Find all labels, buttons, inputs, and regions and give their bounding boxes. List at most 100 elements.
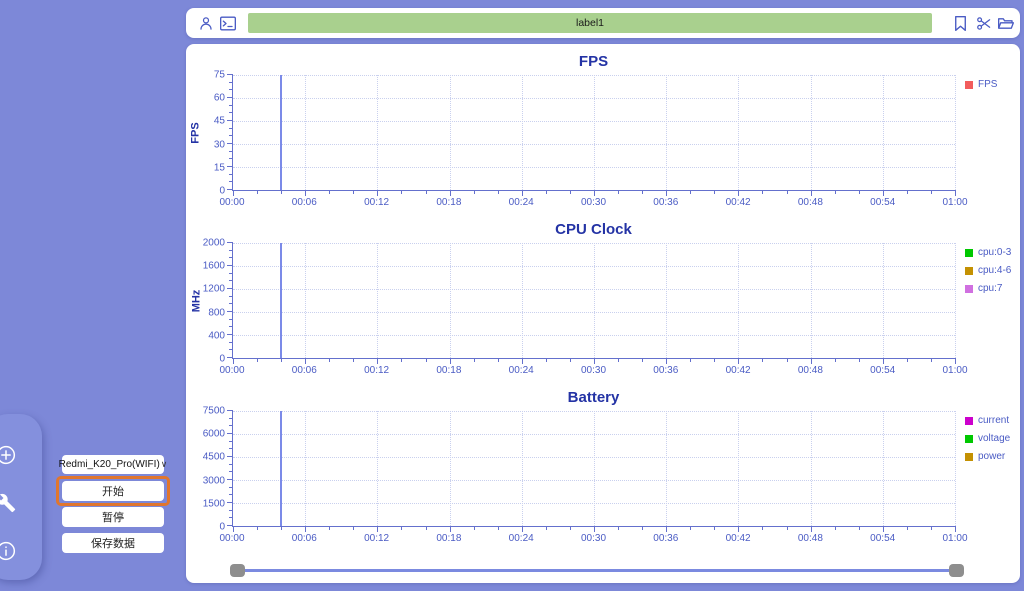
pause-button[interactable]: 暂停 — [62, 507, 164, 527]
toolbar: label1 — [186, 8, 1020, 38]
legend-label: voltage — [978, 433, 1011, 444]
y-minor-tick — [229, 440, 233, 442]
gridline — [305, 75, 307, 190]
legend-item[interactable]: voltage — [965, 433, 1010, 444]
cpu-clock-chart: CPU Clock MHz 0 400 800 1200 1600 2000 00:00 0… — [186, 221, 1020, 381]
legend-item[interactable]: cpu:4-6 — [965, 265, 1011, 276]
x-tick-mark — [305, 190, 307, 196]
y-tick-label: 2000 — [202, 237, 225, 249]
x-minor-tick — [930, 358, 932, 362]
x-tick-label: 00:42 — [725, 365, 751, 376]
legend-item[interactable]: cpu:0-3 — [965, 247, 1011, 258]
gridline — [738, 411, 740, 526]
x-tick-label: 01:00 — [942, 197, 968, 208]
device-select[interactable]: Redmi_K20_Pro(WIFI) ∨ — [58, 455, 167, 474]
gridline — [955, 411, 956, 526]
gridline — [882, 75, 884, 190]
y-minor-tick — [229, 181, 233, 183]
gridline — [738, 75, 740, 190]
time-range-slider[interactable] — [230, 561, 964, 579]
gridline — [449, 411, 451, 526]
main-panel: FPS FPS 0 15 30 45 60 75 00:00 00:06 00:12 00:18… — [186, 44, 1020, 583]
y-tick-mark — [227, 265, 233, 266]
x-tick-label: 00:00 — [219, 197, 245, 208]
x-minor-tick — [257, 526, 259, 530]
y-tick-mark — [227, 410, 233, 411]
x-tick-mark — [377, 526, 379, 532]
y-tick-label: 1500 — [202, 498, 225, 510]
x-tick-mark — [666, 526, 668, 532]
x-minor-tick — [281, 190, 283, 194]
x-tick-mark — [666, 190, 668, 196]
x-tick-label: 00:06 — [291, 197, 317, 208]
x-tick-label: 00:18 — [436, 197, 462, 208]
add-icon[interactable] — [0, 445, 16, 465]
chart-legend: FPS — [965, 79, 997, 97]
plot-area — [227, 74, 956, 196]
x-minor-tick — [786, 358, 788, 362]
y-minor-tick — [229, 341, 233, 343]
legend-item[interactable]: FPS — [965, 79, 997, 90]
legend-swatch-icon — [965, 434, 973, 443]
gridline — [666, 411, 668, 526]
y-minor-tick — [229, 158, 233, 160]
y-minor-tick — [229, 303, 233, 305]
x-tick-label: 00:12 — [364, 533, 390, 544]
y-minor-tick — [229, 280, 233, 282]
legend-item[interactable]: cpu:7 — [965, 283, 1011, 294]
legend-item[interactable]: current — [965, 415, 1010, 426]
gridline — [594, 243, 595, 358]
y-axis: 0 1500 3000 4500 6000 7500 — [186, 406, 228, 533]
x-tick-label: 00:06 — [291, 533, 317, 544]
x-minor-tick — [930, 526, 932, 530]
x-tick-mark — [666, 358, 668, 364]
slider-handle-right[interactable] — [949, 564, 964, 577]
x-minor-tick — [642, 358, 644, 362]
folder-icon[interactable] — [998, 16, 1014, 31]
y-tick-mark — [227, 433, 233, 434]
x-tick-mark — [594, 190, 595, 196]
y-minor-tick — [229, 150, 233, 152]
x-tick-label: 00:48 — [797, 197, 823, 208]
label-input[interactable]: label1 — [248, 13, 932, 33]
x-minor-tick — [786, 526, 788, 530]
terminal-icon[interactable] — [220, 16, 236, 31]
wrench-icon[interactable] — [0, 493, 16, 513]
bookmark-icon[interactable] — [954, 16, 967, 31]
x-minor-tick — [714, 190, 716, 194]
y-tick-mark — [227, 456, 233, 457]
x-minor-tick — [618, 358, 620, 362]
x-minor-tick — [690, 190, 692, 194]
x-minor-tick — [473, 358, 475, 362]
y-tick-mark — [227, 311, 233, 312]
start-button[interactable]: 开始 — [62, 481, 164, 501]
x-tick-mark — [233, 526, 234, 532]
gridline — [955, 243, 956, 358]
scissors-icon[interactable] — [976, 16, 992, 31]
x-tick-label: 00:30 — [580, 365, 607, 376]
x-axis: 00:00 00:06 00:12 00:18 00:24 00:30 00:36 00:42… — [219, 195, 967, 209]
y-tick-mark — [227, 288, 233, 289]
y-axis: 0 400 800 1200 1600 2000 — [186, 238, 228, 365]
x-tick-mark — [449, 526, 451, 532]
device-select-value: Redmi_K20_Pro(WIFI) — [58, 459, 160, 470]
x-minor-tick — [834, 526, 836, 530]
y-minor-tick — [229, 486, 233, 488]
legend-item[interactable]: power — [965, 451, 1010, 462]
x-minor-tick — [401, 190, 403, 194]
save-data-button[interactable]: 保存数据 — [62, 533, 164, 553]
x-minor-tick — [353, 190, 355, 194]
person-icon[interactable] — [198, 16, 214, 31]
slider-handle-left[interactable] — [230, 564, 245, 577]
y-tick-label: 400 — [208, 330, 225, 342]
x-tick-label: 00:30 — [580, 533, 607, 544]
x-minor-tick — [545, 190, 547, 194]
x-tick-label: 01:00 — [942, 533, 968, 544]
x-tick-mark — [810, 526, 812, 532]
x-minor-tick — [834, 358, 836, 362]
x-minor-tick — [545, 358, 547, 362]
info-icon[interactable] — [0, 541, 16, 561]
slider-track[interactable] — [235, 569, 959, 572]
legend-label: cpu:4-6 — [978, 265, 1012, 276]
plot-area — [227, 410, 956, 532]
